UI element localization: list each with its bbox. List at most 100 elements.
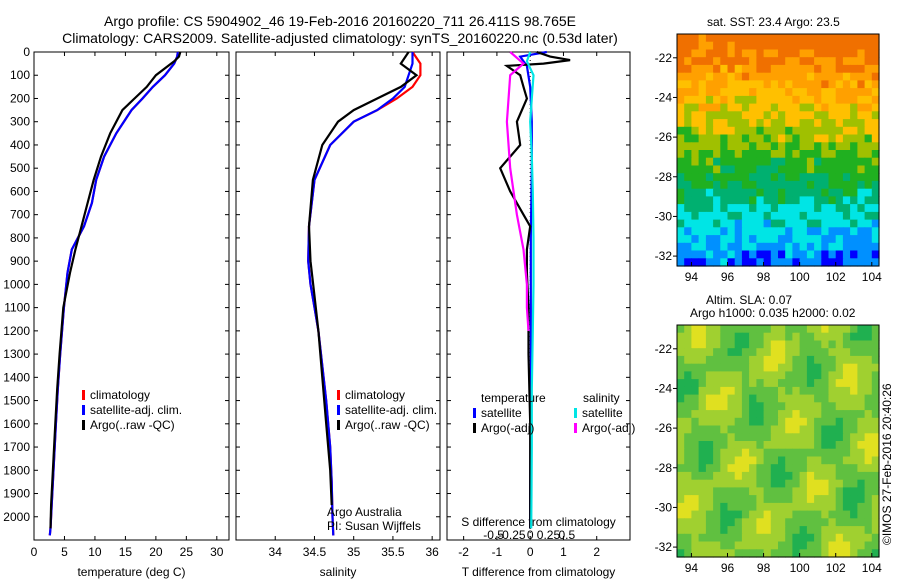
heatmap-cell xyxy=(857,502,866,512)
heatmap-cell xyxy=(821,471,830,481)
heatmap-cell xyxy=(770,510,779,519)
heatmap-cell xyxy=(741,441,750,450)
heatmap-cell xyxy=(713,464,721,473)
heatmap-cell xyxy=(741,386,750,396)
heatmap-cell xyxy=(857,363,866,372)
heatmap-cell xyxy=(727,173,736,182)
heatmap-cell xyxy=(842,495,851,504)
heatmap-cell xyxy=(734,526,743,535)
heatmap-cell xyxy=(698,34,707,43)
heatmap-cell xyxy=(857,119,866,128)
depth-tick-label: 700 xyxy=(10,208,30,222)
temperature-axis-label: temperature (deg C) xyxy=(77,565,185,579)
heatmap-cell xyxy=(713,72,721,81)
heatmap-cell xyxy=(705,487,714,496)
heatmap-cell xyxy=(677,157,685,166)
difference-axis-label: T difference from climatology xyxy=(462,565,616,579)
heatmap-cell xyxy=(741,126,750,136)
heatmap-cell xyxy=(691,119,700,128)
heatmap-cell xyxy=(835,355,844,365)
heatmap-cell xyxy=(857,180,866,190)
heatmap-cell xyxy=(727,394,736,403)
heatmap-cell xyxy=(684,479,692,488)
heatmap-cell xyxy=(749,134,757,143)
heatmap-cell xyxy=(778,165,786,174)
heatmap-cell xyxy=(785,433,793,442)
heatmap-cell xyxy=(828,355,837,365)
heatmap-cell xyxy=(727,371,736,380)
heatmap-cell xyxy=(691,204,700,213)
heatmap-cell xyxy=(864,196,873,205)
heatmap-cell xyxy=(727,235,736,244)
heatmap-cell xyxy=(857,165,866,174)
heatmap-cell xyxy=(698,134,707,143)
heatmap-cell xyxy=(835,235,844,244)
heatmap-cell xyxy=(698,518,707,527)
heatmap-cell xyxy=(705,188,714,197)
heatmap-cell xyxy=(705,119,714,128)
heatmap-cell xyxy=(734,456,743,465)
heatmap-cell xyxy=(677,495,685,504)
heatmap-cell xyxy=(850,456,858,465)
heatmap-cell xyxy=(727,518,736,527)
heatmap-cell xyxy=(734,134,743,143)
heatmap-cell xyxy=(821,479,830,488)
heatmap-cell xyxy=(842,134,851,143)
heatmap-cell xyxy=(814,533,822,543)
heatmap-cell xyxy=(821,355,830,365)
heatmap-cell xyxy=(821,510,830,519)
heatmap-cell xyxy=(691,464,700,473)
heatmap-cell xyxy=(713,204,721,213)
heatmap-cell xyxy=(684,386,692,396)
heatmap-cell xyxy=(691,95,700,105)
heatmap-cell xyxy=(828,410,837,419)
salinity-plot-frame xyxy=(235,51,441,541)
heatmap-cell xyxy=(691,402,700,411)
heatmap-cell xyxy=(705,448,714,457)
heatmap-cell xyxy=(857,371,866,380)
heatmap-cell xyxy=(799,150,808,159)
heatmap-cell xyxy=(806,57,815,66)
heatmap-cell xyxy=(727,526,736,535)
heatmap-cell xyxy=(720,157,729,166)
legend-header-salinity: salinity xyxy=(583,391,620,405)
heatmap-cell xyxy=(763,95,772,105)
heatmap-cell xyxy=(713,165,721,174)
depth-tick-label: 800 xyxy=(10,231,30,245)
heatmap-cell xyxy=(857,72,866,81)
heatmap-cell xyxy=(698,111,707,120)
heatmap-cell xyxy=(842,103,851,112)
heatmap-cell xyxy=(814,211,822,221)
heatmap-cell xyxy=(857,188,866,197)
heatmap-cell xyxy=(677,417,685,427)
heatmap-cell xyxy=(806,379,815,388)
depth-tick-label: 1200 xyxy=(3,324,30,338)
heatmap-cell xyxy=(741,355,750,365)
heatmap-cell xyxy=(763,479,772,488)
heatmap-cell xyxy=(727,502,736,512)
heatmap-cell xyxy=(756,72,765,81)
heatmap-cell xyxy=(756,235,765,244)
heatmap-cell xyxy=(821,41,830,50)
heatmap-cell xyxy=(763,332,772,341)
heatmap-cell xyxy=(770,41,779,50)
heatmap-cell xyxy=(806,180,815,190)
heatmap-cell xyxy=(778,441,786,450)
heatmap-cell xyxy=(727,533,736,543)
heatmap-cell xyxy=(691,471,700,481)
heatmap-cell xyxy=(864,142,873,151)
heatmap-cell xyxy=(778,417,786,427)
heatmap-cell xyxy=(713,502,721,512)
heatmap-cell xyxy=(857,487,866,496)
heatmap-cell xyxy=(785,355,793,365)
heatmap-cell xyxy=(749,510,757,519)
heatmap-cell xyxy=(727,95,736,105)
heatmap-cell xyxy=(778,456,786,465)
heatmap-cell xyxy=(741,464,750,473)
heatmap-cell xyxy=(792,456,801,465)
heatmap-cell xyxy=(756,119,765,128)
heatmap-cell xyxy=(850,103,858,112)
heatmap-cell xyxy=(857,456,866,465)
heatmap-cell xyxy=(741,119,750,128)
heatmap-cell xyxy=(691,235,700,244)
